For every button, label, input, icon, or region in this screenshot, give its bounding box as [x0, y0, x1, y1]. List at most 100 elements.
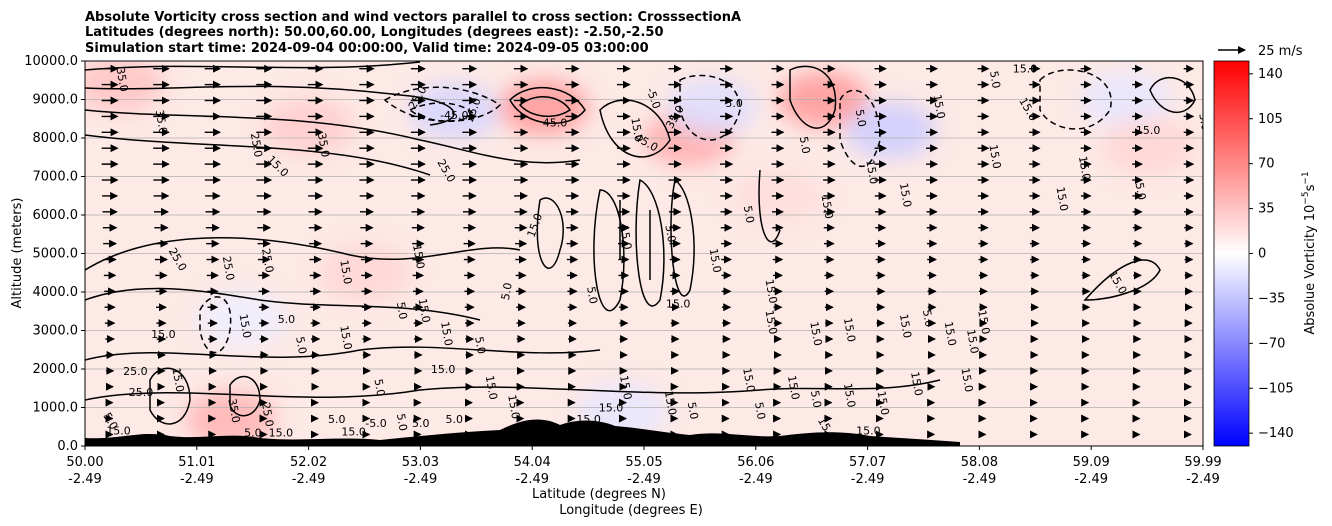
contour-label: -5.0 — [365, 417, 386, 430]
contour-label: 5.0 — [499, 282, 515, 301]
contour-label: 5.0 — [741, 205, 757, 224]
contour-label: 15.0 — [897, 313, 914, 339]
y-tick-label: 6000.0 — [33, 208, 79, 223]
quiver-key-label: 25 m/s — [1258, 44, 1303, 59]
y-axis-label: Altitude (meters) — [10, 198, 25, 309]
x-tick-label-lat: 56.06 — [737, 455, 774, 470]
contour-label: 5.0 — [808, 389, 824, 408]
contour-label: 15.0 — [763, 278, 780, 304]
contour-label: 5.0 — [446, 413, 464, 426]
vorticity-patch — [1103, 117, 1194, 174]
colorbar-tick-label: −105 — [1258, 381, 1294, 396]
colorbar-label: Absolue Vorticity 10−5s−1 — [1301, 171, 1318, 334]
contour-label: 5.0 — [472, 336, 488, 355]
contour-label: 15.0 — [707, 247, 724, 273]
x-tick-label-lon: -2.49 — [1074, 472, 1108, 487]
colorbar-tick-label: −35 — [1258, 291, 1285, 306]
x-tick-label-lat: 58.08 — [961, 455, 998, 470]
contour-label: 15.0 — [807, 321, 824, 347]
contour-label: 15.0 — [897, 182, 914, 208]
x-tick-label-lon: -2.49 — [851, 472, 885, 487]
contour-label: 5.0 — [1132, 182, 1148, 201]
contour-label: 15.0 — [337, 259, 354, 285]
contour-label: 15.0 — [237, 313, 254, 339]
contour-label: 5.0 — [725, 97, 743, 110]
contour-label: 15.0 — [1054, 186, 1071, 212]
contour-label: 15.0 — [986, 143, 1003, 169]
contour-label: 5.0 — [853, 108, 869, 127]
contour-label: 25.0 — [259, 401, 276, 427]
x-tick-label-lon: -2.49 — [68, 472, 102, 487]
contour-label: 15.0 — [930, 93, 947, 119]
colorbar-tick-label: 105 — [1258, 112, 1283, 127]
x-tick-label-lon: -2.49 — [404, 472, 438, 487]
contour-label: 15.0 — [666, 297, 691, 310]
contour-label: 25.0 — [123, 365, 148, 378]
contour-label: 5.0 — [278, 313, 296, 326]
x-axis-label-latitude: Latitude (degrees N) — [532, 487, 666, 502]
x-tick-label-lat: 51.01 — [178, 455, 215, 470]
contour-label: 35.0 — [225, 398, 242, 424]
colorbar-label-exponent: −5 — [1301, 191, 1311, 204]
contour-label: 15.0 — [416, 297, 433, 323]
colorbar-tick-label: 70 — [1258, 157, 1275, 172]
colorbar-tick-label: −70 — [1258, 336, 1285, 351]
y-tick-label: 0.0 — [57, 439, 78, 454]
contour-label: 15.0 — [942, 321, 959, 347]
plot-area: 35.0 35.0 25.0 15.0 35.0 25.0 25.0 -45.0 25.0 45.… — [85, 61, 1203, 446]
contour-label: 5.0 — [752, 401, 768, 420]
contour-label: 15.0 — [785, 374, 802, 400]
contour-label: 15.0 — [908, 371, 925, 397]
x-tick-label-lon: -2.49 — [1186, 472, 1220, 487]
contour-label: 5.0 — [371, 378, 387, 397]
contour-label: 25.0 — [220, 255, 237, 281]
contour-label: 25.0 — [129, 386, 154, 399]
x-tick-label-lon: -2.49 — [180, 472, 214, 487]
y-tick-label: 7000.0 — [33, 170, 79, 185]
contour-label: 25.0 — [248, 132, 265, 158]
x-tick-label-lon: -2.49 — [963, 472, 997, 487]
x-axis-ticks: 50.00 -2.49 51.01 -2.49 52.02 -2.49 53.03 -2.49… — [66, 446, 1222, 487]
x-tick-label-lat: 57.07 — [849, 455, 886, 470]
contour-label: 15.0 — [1076, 155, 1093, 181]
terrain-silhouette — [85, 419, 960, 446]
contour-labels-layer: 35.0 35.0 25.0 15.0 35.0 25.0 25.0 -45.0 25.0 45.… — [100, 63, 1203, 443]
horizontal-grid — [85, 61, 1203, 446]
contour-label: 5.0 — [244, 426, 262, 439]
y-tick-label: 4000.0 — [33, 285, 79, 300]
colorbar-label-unit-exponent: −1 — [1301, 171, 1311, 184]
colorbar-ticks: 140 105 70 35 0 −35 −70 −105 −140 — [1249, 67, 1294, 441]
x-tick-label-lon: -2.49 — [292, 472, 326, 487]
contour-label: 5.0 — [394, 301, 410, 320]
contour-label: 15.0 — [1013, 63, 1038, 76]
contour-label: 15.0 — [106, 424, 131, 437]
contour-label: 5.0 — [328, 413, 346, 426]
y-tick-label: 10000.0 — [24, 54, 78, 69]
colorbar-tick-label: 140 — [1258, 67, 1283, 82]
contour-label: -45.0 — [440, 109, 468, 122]
contour-label: 15.0 — [628, 116, 645, 142]
y-axis-ticks: 0.0 1000.0 2000.0 3000.0 4000.0 5000.0 6000.0 7… — [24, 54, 85, 454]
contour-label: 5.0 — [685, 401, 701, 420]
x-tick-label-lat: 50.00 — [66, 455, 103, 470]
x-tick-label-lon: -2.49 — [515, 472, 549, 487]
x-tick-label-lat: 54.04 — [514, 455, 551, 470]
contour-label: 5.0 — [662, 224, 678, 243]
contour-label: 15.0 — [1136, 124, 1161, 137]
x-tick-label-lat: 55.05 — [625, 455, 662, 470]
contour-label: 15.0 — [341, 426, 366, 439]
contour-label: 15.0 — [617, 374, 634, 400]
contour-label: 5.0 — [920, 309, 936, 328]
contour-label: 15.0 — [662, 390, 679, 416]
contour-label: 15.0 — [856, 424, 881, 437]
contour-label: 15.0 — [483, 374, 500, 400]
colorbar-tick-label: −140 — [1258, 426, 1294, 441]
contour-label: 5.0 — [394, 413, 410, 432]
contour-label: 15.0 — [617, 224, 634, 250]
y-tick-label: 9000.0 — [33, 93, 79, 108]
contour-label: 5.0 — [987, 70, 1003, 89]
x-tick-label-lat: 59.09 — [1073, 455, 1110, 470]
contour-label: 15.0 — [763, 309, 780, 335]
colorbar — [1213, 60, 1250, 447]
x-tick-label-lon: -2.49 — [739, 472, 773, 487]
